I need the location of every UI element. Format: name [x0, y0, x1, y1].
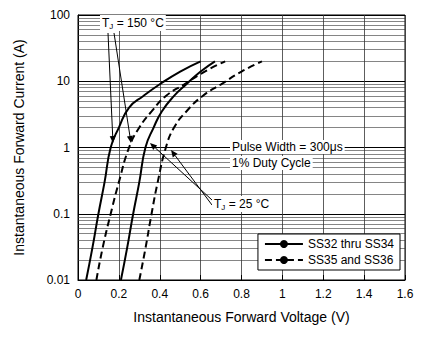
svg-text:1: 1: [63, 141, 70, 155]
svg-text:0.01: 0.01: [47, 273, 71, 287]
html-text:TJ: TJ: [214, 197, 226, 212]
svg-text:= 150 °C: = 150 °C: [113, 16, 164, 30]
svg-text:Pulse Width = 300μs: Pulse Width = 300μs: [232, 140, 343, 154]
svg-text:1.6: 1.6: [397, 287, 414, 301]
svg-text:Instantaneous Forward Current: Instantaneous Forward Current (A): [11, 39, 27, 255]
svg-text:0.4: 0.4: [151, 287, 168, 301]
svg-text:1% Duty Cycle: 1% Duty Cycle: [232, 156, 311, 170]
svg-text:0.2: 0.2: [111, 287, 128, 301]
svg-text:0: 0: [75, 287, 82, 301]
svg-text:0.6: 0.6: [192, 287, 209, 301]
svg-text:1: 1: [279, 287, 286, 301]
svg-text:0.1: 0.1: [53, 207, 70, 221]
svg-text:1.2: 1.2: [315, 287, 332, 301]
svg-text:= 25 °C: = 25 °C: [225, 197, 269, 211]
svg-text:SS35 and SS36: SS35 and SS36: [308, 253, 394, 267]
svg-text:Instantaneous Forward Voltage: Instantaneous Forward Voltage (V): [133, 309, 349, 325]
svg-text:SS32 thru SS34: SS32 thru SS34: [308, 237, 394, 251]
svg-text:10: 10: [57, 74, 71, 88]
svg-text:0.8: 0.8: [233, 287, 250, 301]
html-text:TJ: TJ: [102, 16, 114, 31]
svg-text:1.4: 1.4: [356, 287, 373, 301]
svg-text:100: 100: [50, 8, 70, 22]
